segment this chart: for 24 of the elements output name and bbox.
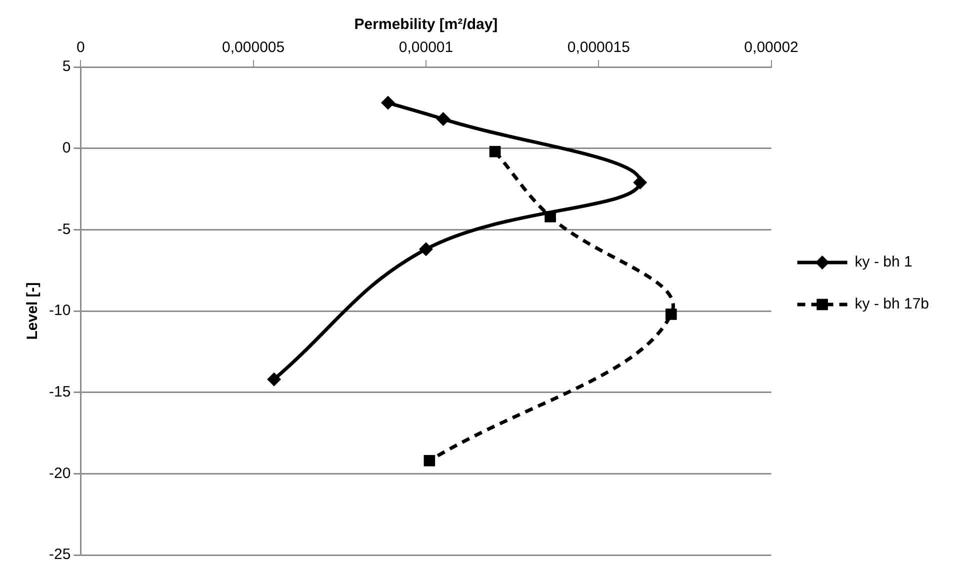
point xyxy=(665,308,677,320)
x-tick-label: 0 xyxy=(76,39,85,56)
point xyxy=(633,175,648,190)
point xyxy=(424,454,436,466)
point xyxy=(267,372,282,386)
point xyxy=(489,146,501,158)
y-axis-title: Level [-] xyxy=(24,282,42,340)
x-tick-label: 0,000005 xyxy=(222,39,285,56)
point xyxy=(381,96,395,110)
y-tick-label: 5 xyxy=(62,58,71,76)
y-tick-label: -20 xyxy=(48,464,71,482)
legend-label: ky - bh 17b xyxy=(854,296,930,313)
y-tick-label: -25 xyxy=(48,546,71,564)
y-tick-label: 0 xyxy=(62,139,71,156)
x-tick-label: 0,000015 xyxy=(567,39,630,56)
x-axis-title: Permebility [m²/day] xyxy=(354,16,498,34)
y-tick-label: -5 xyxy=(57,220,71,238)
point xyxy=(436,112,450,126)
legend-label: ky - bh 1 xyxy=(854,254,912,271)
y-tick-label: -10 xyxy=(48,302,71,320)
x-tick-label: 0,00001 xyxy=(398,39,454,56)
point xyxy=(418,242,433,256)
y-tick-label: -15 xyxy=(48,383,71,400)
x-tick-label: 0,00002 xyxy=(744,39,798,56)
